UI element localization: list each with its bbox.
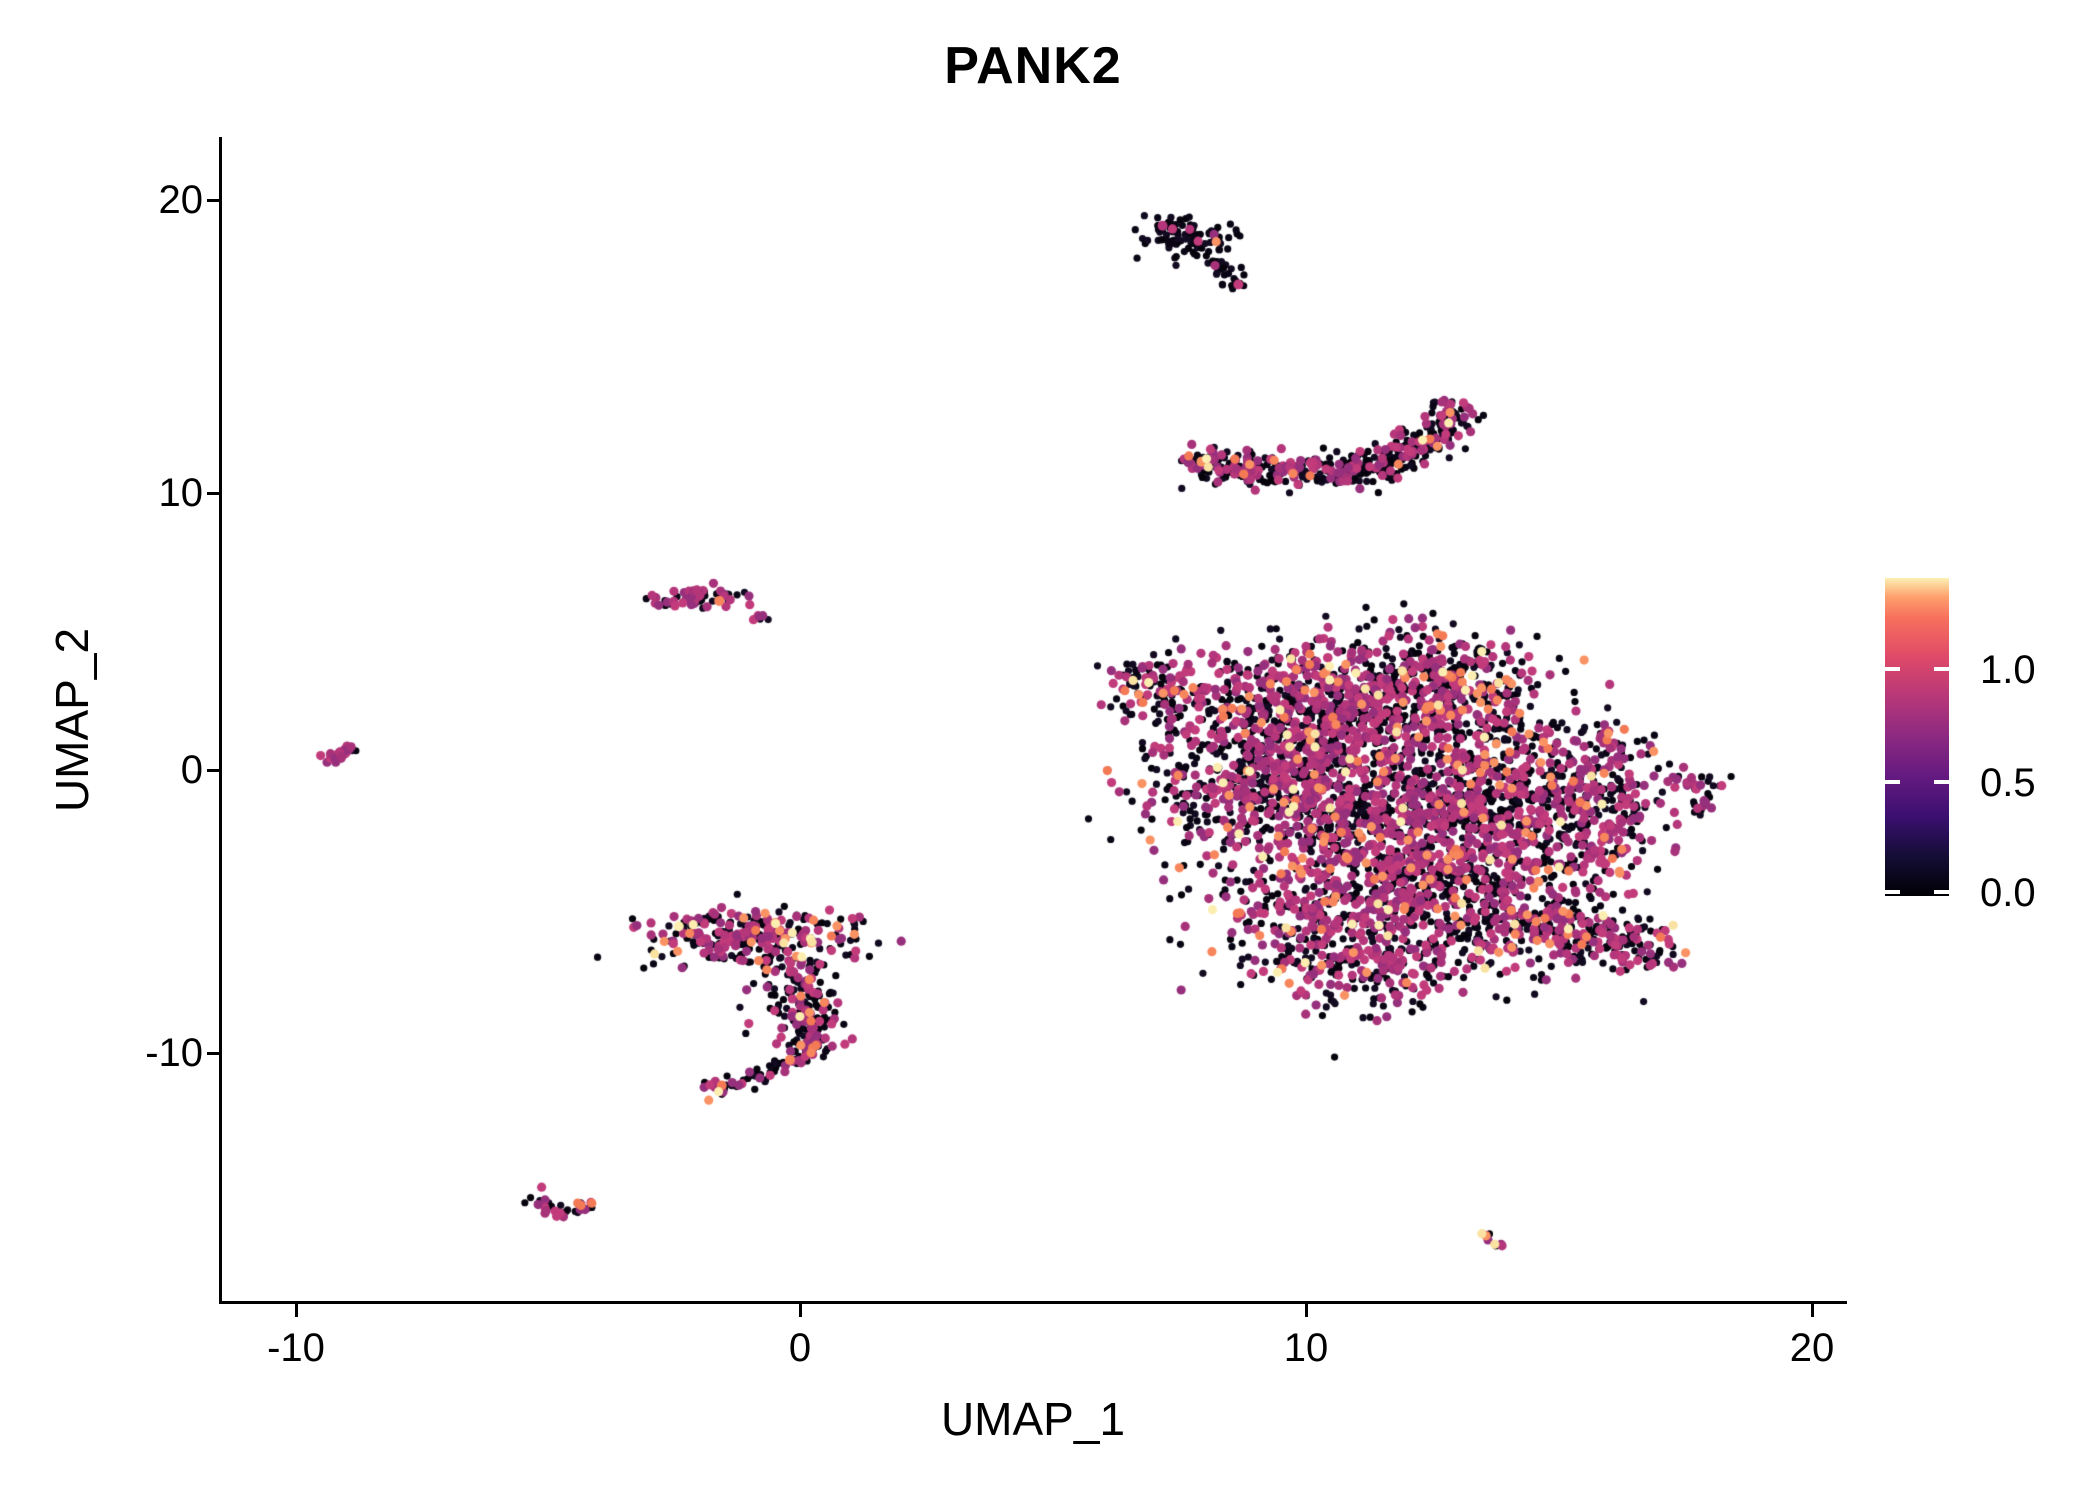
y-tick-mark xyxy=(207,1052,220,1055)
colorbar-gradient xyxy=(1885,578,1949,896)
x-tick-label: -10 xyxy=(267,1326,325,1370)
y-tick-label: -10 xyxy=(145,1031,203,1075)
y-tick-mark xyxy=(207,769,220,772)
y-axis-line xyxy=(219,137,222,1303)
y-tick-mark xyxy=(207,199,220,202)
colorbar-tick-label: 0.5 xyxy=(1980,761,2036,806)
x-tick-label: 0 xyxy=(788,1326,812,1370)
colorbar-tick-mark xyxy=(1934,890,1949,894)
x-tick-label: 10 xyxy=(1283,1326,1329,1370)
colorbar-tick-label: 1.0 xyxy=(1980,647,2036,692)
x-tick-mark xyxy=(1305,1304,1308,1317)
x-tick-label: 20 xyxy=(1789,1326,1835,1370)
y-tick-label: 0 xyxy=(180,748,203,792)
colorbar-tick-mark xyxy=(1885,666,1900,671)
x-axis-title: UMAP_1 xyxy=(940,1393,1126,1445)
x-tick-mark xyxy=(1811,1304,1814,1317)
colorbar-tick-mark xyxy=(1934,780,1949,785)
x-tick-mark xyxy=(295,1304,298,1317)
y-tick-label: 20 xyxy=(158,178,204,222)
y-axis-title: UMAP_2 xyxy=(46,627,98,813)
y-tick-mark xyxy=(207,492,220,495)
colorbar-tick-label: 0.0 xyxy=(1980,871,2036,915)
x-axis-line xyxy=(219,1301,1847,1304)
x-tick-mark xyxy=(799,1304,802,1317)
colorbar-tick-mark xyxy=(1885,890,1900,894)
y-tick-label: 10 xyxy=(158,471,204,515)
colorbar-tick-mark xyxy=(1934,666,1949,671)
colorbar-tick-mark xyxy=(1885,780,1900,785)
